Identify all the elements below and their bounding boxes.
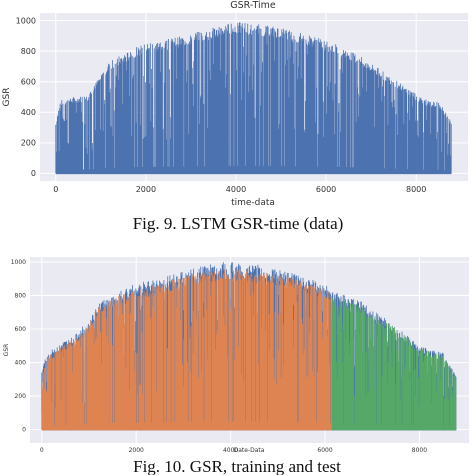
- y-tick-label: 200: [15, 393, 27, 400]
- chart-1-ylabel: GSR: [2, 88, 12, 107]
- y-tick-label: 0: [22, 427, 26, 434]
- chart-2-xlabel: Date-Data: [234, 447, 265, 454]
- x-tick-label: 2000: [129, 447, 144, 454]
- y-tick-label: 1000: [11, 259, 26, 266]
- x-tick-label: 6000: [316, 185, 336, 194]
- x-tick-label: 8000: [406, 185, 426, 194]
- chart-2-series: [41, 262, 457, 431]
- x-tick-label: 2000: [136, 185, 156, 194]
- chart-2-ylabel: GSR: [3, 344, 10, 357]
- chart-1-caption: Fig. 9. LSTM GSR-time (data): [133, 214, 344, 233]
- y-tick-label: 200: [21, 139, 36, 148]
- chart-1-series: [55, 22, 452, 175]
- x-tick-label: 4000: [226, 185, 246, 194]
- chart-1: GSR-Time 0 200 400 600 800 1000 0 2000 4000 6000…: [2, 0, 468, 208]
- y-tick-label: 0: [31, 169, 36, 178]
- series-1-bars: [55, 22, 452, 174]
- chart-2-y-tick-labels: 0 200 400 600 800 1000: [11, 259, 26, 434]
- x-tick-label: 4000: [223, 447, 238, 454]
- chart-1-title: GSR-Time: [230, 0, 276, 11]
- x-tick-label: 0: [40, 447, 44, 454]
- y-tick-label: 800: [15, 293, 27, 300]
- x-tick-label: 0: [53, 185, 58, 194]
- y-tick-label: 400: [15, 360, 27, 367]
- chart-1-x-tick-labels: 0 2000 4000 6000 8000: [53, 185, 426, 194]
- y-tick-label: 1000: [16, 16, 36, 25]
- chart-1-y-tick-labels: 0 200 400 600 800 1000: [16, 16, 36, 178]
- x-tick-label: 6000: [317, 447, 332, 454]
- chart-2-x-tick-labels: 0 2000 4000 6000 8000: [40, 447, 427, 454]
- chart-2-caption: Fig. 10. GSR, training and test: [133, 457, 341, 475]
- chart-1-xlabel: time-data: [231, 198, 275, 208]
- series-3-bars: [331, 297, 457, 430]
- y-tick-label: 400: [21, 108, 36, 117]
- x-tick-label: 8000: [412, 447, 427, 454]
- y-tick-label: 800: [21, 47, 36, 56]
- y-tick-label: 600: [15, 326, 27, 333]
- y-tick-label: 600: [21, 78, 36, 87]
- series-2-bars: [41, 269, 333, 430]
